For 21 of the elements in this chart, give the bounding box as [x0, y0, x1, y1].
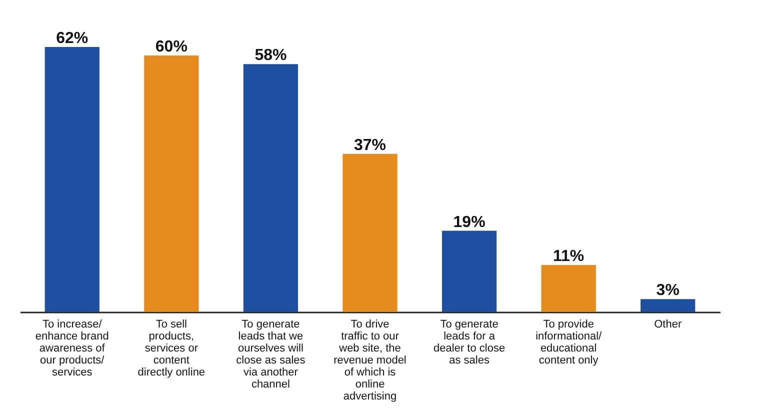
x-tick-label: To sell products, services or content directly online — [138, 318, 206, 378]
x-tick-label: To provide informational/ educational content only — [536, 318, 603, 366]
x-tick-label: To generate leads for a dealer to close as sales — [434, 318, 506, 366]
data-label: 58% — [254, 47, 287, 64]
x-tick-label: Other — [654, 318, 682, 330]
data-label: 60% — [155, 38, 188, 56]
x-tick-label: To increase/ enhance brand awareness of our products/ services — [35, 318, 109, 378]
data-label: 3% — [656, 282, 680, 300]
x-tick-label: To generate leads that we ourselves will close as sales via another channel — [236, 318, 306, 390]
bar — [243, 64, 298, 312]
bar — [541, 264, 596, 312]
data-label: 62% — [56, 30, 88, 47]
bar — [442, 230, 497, 312]
bar — [640, 299, 696, 312]
bar — [44, 47, 100, 312]
data-label: 37% — [354, 136, 386, 154]
data-label: 19% — [453, 214, 486, 231]
bar — [144, 56, 199, 312]
bar — [342, 154, 398, 312]
x-tick-label: To drive traffic to our web site, the revenue model of which is online advertising — [334, 318, 406, 402]
data-label: 11% — [553, 248, 584, 265]
